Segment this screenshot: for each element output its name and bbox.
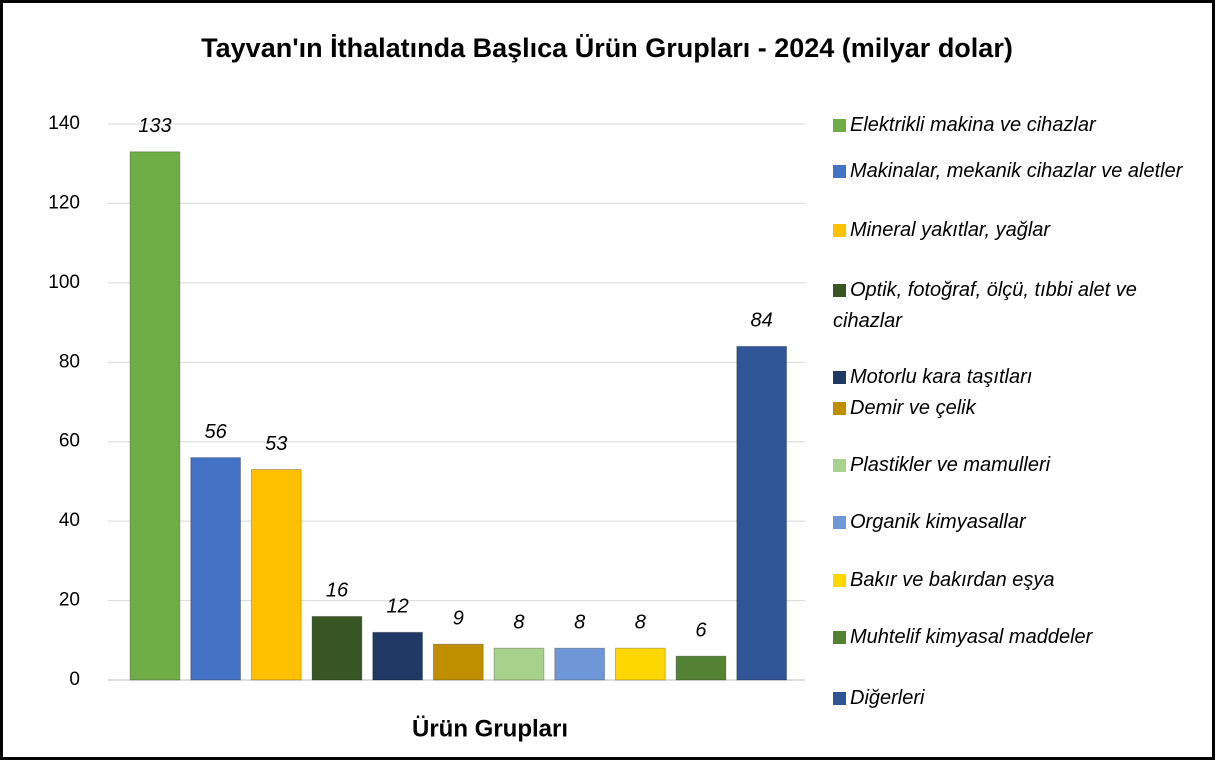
bar [432,643,484,681]
bar [190,457,241,681]
legend-label: Makinalar, mekanik cihazlar ve aletler [850,160,1183,182]
legend-label: Elektrikli makina ve cihazlar [850,114,1096,136]
y-tick-label: 100 [48,272,80,293]
data-label: 53 [265,433,287,455]
legend-swatch [833,224,846,237]
legend-entry: Demir ve çelik [833,393,1183,424]
legend-entry: Diğerleri [833,683,1183,714]
legend-swatch [833,692,846,705]
y-tick-label: 120 [48,192,80,213]
legend-label: Plastikler ve mamulleri [850,454,1051,476]
x-axis-title: Ürün Grupları [412,715,568,742]
bar [129,151,181,681]
legend-swatch [833,459,846,472]
legend-entry: Makinalar, mekanik cihazlar ve aletler [833,156,1183,187]
legend-swatch [833,119,846,132]
legend-entry: Elektrikli makina ve cihazlar [833,110,1183,141]
legend-entry: Optik, fotoğraf, ölçü, tıbbi alet ve cih… [833,275,1183,337]
legend-entry: Mineral yakıtlar, yağlar [833,215,1183,246]
data-label: 8 [574,612,585,634]
legend-swatch [833,631,846,644]
bar [614,647,666,681]
legend-label: Mineral yakıtlar, yağlar [850,219,1051,241]
legend-label: Motorlu kara taşıtları [850,366,1033,388]
legend-entry: Organik kimyasallar [833,507,1183,538]
bar [736,345,788,681]
legend-label: Organik kimyasallar [850,511,1026,533]
y-tick-label: 60 [59,431,80,452]
legend-label: Optik, fotoğraf, ölçü, tıbbi alet ve cih… [833,279,1137,332]
y-tick-label: 20 [59,590,80,611]
legend-entry: Plastikler ve mamulleri [833,450,1183,481]
legend-label: Bakır ve bakırdan eşya [850,569,1055,591]
legend-label: Muhtelif kimyasal maddeler [850,626,1093,648]
bar [372,631,424,681]
bar [554,647,606,681]
legend-label: Demir ve çelik [850,397,976,419]
chart-title: Tayvan'ın İthalatında Başlıca Ürün Grupl… [201,33,1013,63]
y-tick-label: 80 [59,351,80,372]
bar [675,655,727,681]
legend-swatch [833,516,846,529]
legend-swatch [833,402,846,415]
data-label: 9 [453,608,464,630]
data-label: 8 [513,612,524,634]
data-label: 16 [326,580,349,602]
legend-swatch [833,371,846,384]
y-tick-label: 140 [48,113,80,134]
legend-entry: Bakır ve bakırdan eşya [833,565,1183,596]
data-label: 56 [204,421,227,443]
data-label: 6 [695,619,707,641]
legend-entry: Muhtelif kimyasal maddeler [833,622,1183,653]
legend-swatch [833,165,846,178]
legend-swatch [833,574,846,587]
y-tick-label: 40 [59,510,80,531]
data-label: 133 [138,115,171,137]
y-tick-label: 0 [69,669,80,690]
bar [250,469,302,681]
legend-entry: Motorlu kara taşıtları [833,362,1183,393]
bar [311,615,363,681]
data-label: 12 [387,596,409,618]
bar [493,647,545,681]
data-label: 8 [635,612,646,634]
legend-swatch [833,284,846,297]
data-label: 84 [751,310,773,332]
legend-label: Diğerleri [850,687,925,709]
